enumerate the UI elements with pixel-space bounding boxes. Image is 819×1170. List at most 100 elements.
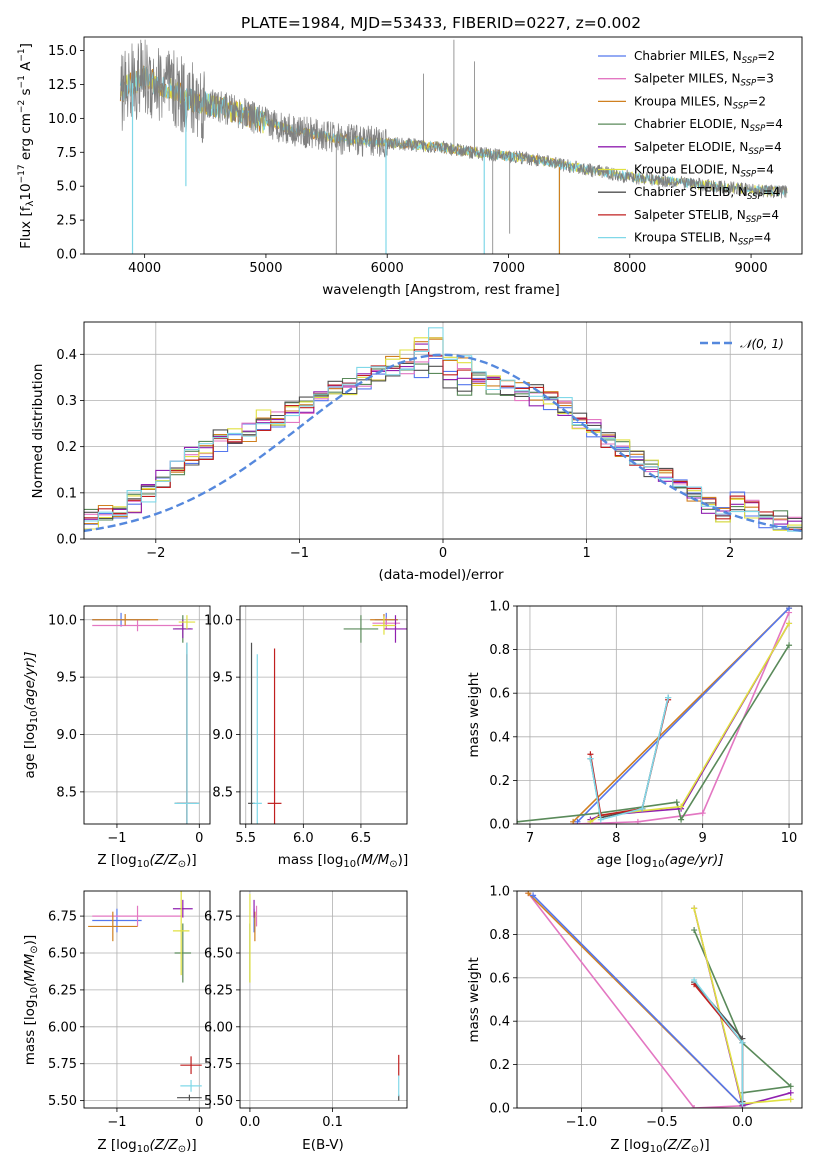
residuals-legend: 𝒩(0, 1) bbox=[700, 337, 784, 351]
weight-vs-Z-ytick-label: 0.2 bbox=[489, 1058, 510, 1073]
mass-vs-Z-frame bbox=[83, 890, 211, 1109]
weight-vs-age-marker bbox=[639, 805, 646, 812]
residuals-frame bbox=[83, 321, 803, 540]
mass-vs-ebv-xtick-label: 0.1 bbox=[322, 1115, 343, 1130]
legend-label: Kroupa STELIB, NSSP=4 bbox=[634, 231, 771, 248]
mass-vs-ebv-ytick-label: 5.75 bbox=[204, 1057, 233, 1072]
age-vs-mass-ytick-label: 10.0 bbox=[204, 613, 233, 628]
weight-vs-age-marker bbox=[597, 816, 604, 823]
mass-vs-ebv-xlabel: E(B-V) bbox=[302, 1137, 344, 1153]
mass-vs-ebv-plot bbox=[249, 893, 400, 1101]
legend-label: Salpeter ELODIE, NSSP=4 bbox=[634, 140, 782, 157]
weight-vs-age-ytick-label: 0.8 bbox=[489, 643, 510, 658]
mass-vs-ebv-ytick-label: 6.50 bbox=[204, 947, 233, 962]
mass-vs-Z-plot bbox=[88, 891, 202, 1101]
weight-vs-Z-xlabel: Z [log10(Z/Z⊙)] bbox=[610, 1137, 709, 1155]
spectrum-xtick-label: 7000 bbox=[492, 261, 525, 276]
mass-vs-Z-ytick-label: 6.25 bbox=[48, 983, 77, 998]
weight-vs-Z: −1.0 −0.5 0.0 0.0 0.2 0.4 0.6 0.8 1.0 Z [log10(Z/… bbox=[466, 885, 803, 1155]
mass-vs-Z-ytick-label: 6.75 bbox=[48, 910, 77, 925]
residuals-histogram bbox=[84, 327, 802, 532]
age-vs-Z: −1 0 8.5 9.0 9.5 10.0 Z [log10(Z/Z⊙)] age [log1… bbox=[22, 605, 211, 870]
weight-vs-Z-marker bbox=[691, 1105, 698, 1108]
weight-vs-age-xtick-label: 10 bbox=[781, 831, 798, 846]
weight-vs-Z-ytick-label: 0.8 bbox=[489, 928, 510, 943]
spectrum-xtick-label: 4000 bbox=[128, 261, 161, 276]
weight-vs-Z-xtick-label: −0.5 bbox=[646, 1115, 678, 1130]
age-vs-mass-xtick-label: 5.5 bbox=[235, 831, 256, 846]
mass-vs-Z: −1 0 5.50 5.75 6.00 6.25 6.50 6.75 Z [log10(Z/Z⊙… bbox=[22, 890, 211, 1155]
age-vs-mass-plot bbox=[248, 612, 407, 824]
weight-vs-age-marker bbox=[786, 620, 793, 627]
weight-vs-age-marker bbox=[517, 818, 520, 824]
weight-vs-age-ytick-label: 1.0 bbox=[489, 600, 510, 615]
residuals-ytick-label: 0.0 bbox=[56, 533, 77, 548]
legend-label: Salpeter STELIB, NSSP=4 bbox=[634, 208, 779, 225]
mass-vs-ebv-ytick-label: 6.25 bbox=[204, 983, 233, 998]
weight-vs-Z-ytick-label: 0.0 bbox=[489, 1102, 510, 1117]
age-vs-Z-xtick-label: −1 bbox=[107, 831, 126, 846]
weight-vs-age-marker bbox=[673, 799, 680, 806]
weight-vs-age-marker bbox=[665, 694, 672, 701]
charts-layer: 4000 5000 6000 7000 8000 90000.02.55.07.510.0… bbox=[17, 36, 803, 1155]
residuals-xlabel: (data-model)/error bbox=[378, 567, 504, 583]
weight-vs-age: 7 8 9 10 0.0 0.2 0.4 0.6 0.8 1.0 age [log10(age/yr… bbox=[466, 600, 803, 870]
weight-vs-Z-ytick-label: 0.6 bbox=[489, 971, 510, 986]
weight-vs-Z-xtick-label: −1.0 bbox=[566, 1115, 598, 1130]
residuals-plot bbox=[84, 327, 802, 533]
mass-vs-Z-xtick-label: 0 bbox=[195, 1115, 203, 1130]
age-vs-mass-ytick-label: 9.5 bbox=[212, 671, 233, 686]
mass-vs-Z-ytick-label: 5.75 bbox=[48, 1057, 77, 1072]
weight-vs-Z-frame bbox=[516, 890, 803, 1109]
spectrum-xtick-label: 9000 bbox=[735, 261, 768, 276]
weight-vs-age-series-line bbox=[573, 612, 790, 824]
weight-vs-Z-marker bbox=[691, 976, 698, 983]
age-vs-Z-ytick-label: 10.0 bbox=[48, 613, 77, 628]
weight-vs-Z-series-line bbox=[693, 929, 793, 1094]
weight-vs-age-frame bbox=[516, 605, 803, 825]
spectrum-xtick-label: 5000 bbox=[249, 261, 282, 276]
weight-vs-Z-marker bbox=[787, 1096, 794, 1103]
spectrum-xtick-label: 8000 bbox=[613, 261, 646, 276]
spectrum-xtick-label: 6000 bbox=[371, 261, 404, 276]
weight-vs-age-marker bbox=[587, 755, 594, 762]
weight-vs-age-marker bbox=[699, 810, 706, 817]
age-vs-Z-plot bbox=[92, 612, 200, 824]
weight-vs-age-xtick-label: 9 bbox=[699, 831, 707, 846]
residuals-ytick-label: 0.3 bbox=[56, 394, 77, 409]
mass-vs-Z-xlabel: Z [log10(Z/Z⊙)] bbox=[97, 1137, 196, 1155]
weight-vs-Z-marker bbox=[691, 927, 698, 934]
residuals-xtick-label: −1 bbox=[290, 546, 309, 561]
weight-vs-Z-series-line bbox=[527, 892, 743, 1108]
weight-vs-Z-series-line bbox=[532, 894, 743, 1107]
weight-vs-Z-marker bbox=[787, 1083, 794, 1090]
spectrum-ytick-label: 2.5 bbox=[56, 214, 77, 229]
age-vs-mass-xtick-label: 6.5 bbox=[351, 831, 372, 846]
weight-vs-Z-ytick-label: 1.0 bbox=[489, 885, 510, 900]
spectrum-ytick-label: 10.0 bbox=[48, 112, 77, 127]
residuals-ytick-label: 0.2 bbox=[56, 440, 77, 455]
weight-vs-age-series-line bbox=[589, 697, 669, 821]
age-vs-mass-frame bbox=[239, 605, 408, 825]
age-vs-mass-ytick-label: 8.5 bbox=[212, 785, 233, 800]
mass-vs-ebv-xtick-label: 0.0 bbox=[240, 1115, 261, 1130]
spectrum-ytick-label: 0.0 bbox=[56, 248, 77, 263]
age-vs-Z-ytick-label: 9.0 bbox=[56, 728, 77, 743]
weight-vs-age-series-line bbox=[576, 607, 790, 823]
spectrum-ytick-label: 7.5 bbox=[56, 146, 77, 161]
weight-vs-age-marker bbox=[678, 816, 685, 823]
age-vs-Z-frame bbox=[83, 605, 211, 825]
residuals: −2 −1 0 1 2 0.0 0.1 0.2 0.3 0.4 (data-model)/error… bbox=[30, 321, 803, 583]
weight-vs-age-plot bbox=[517, 606, 793, 824]
weight-vs-Z-marker bbox=[739, 1039, 746, 1046]
residuals-xtick-label: −2 bbox=[146, 546, 165, 561]
weight-vs-age-ytick-label: 0.4 bbox=[489, 730, 510, 745]
legend-label: Salpeter MILES, NSSP=3 bbox=[634, 72, 774, 89]
residuals-ytick-label: 0.4 bbox=[56, 348, 77, 363]
residuals-xtick-label: 1 bbox=[582, 546, 590, 561]
spectrum-ytick-label: 15.0 bbox=[48, 44, 77, 59]
weight-vs-age-xlabel: age [log10(age/yr)] bbox=[596, 852, 723, 870]
spectrum-ytick-label: 12.5 bbox=[48, 78, 77, 93]
weight-vs-Z-ylabel: mass weight bbox=[466, 957, 482, 1042]
spectrum-frame bbox=[83, 36, 803, 255]
